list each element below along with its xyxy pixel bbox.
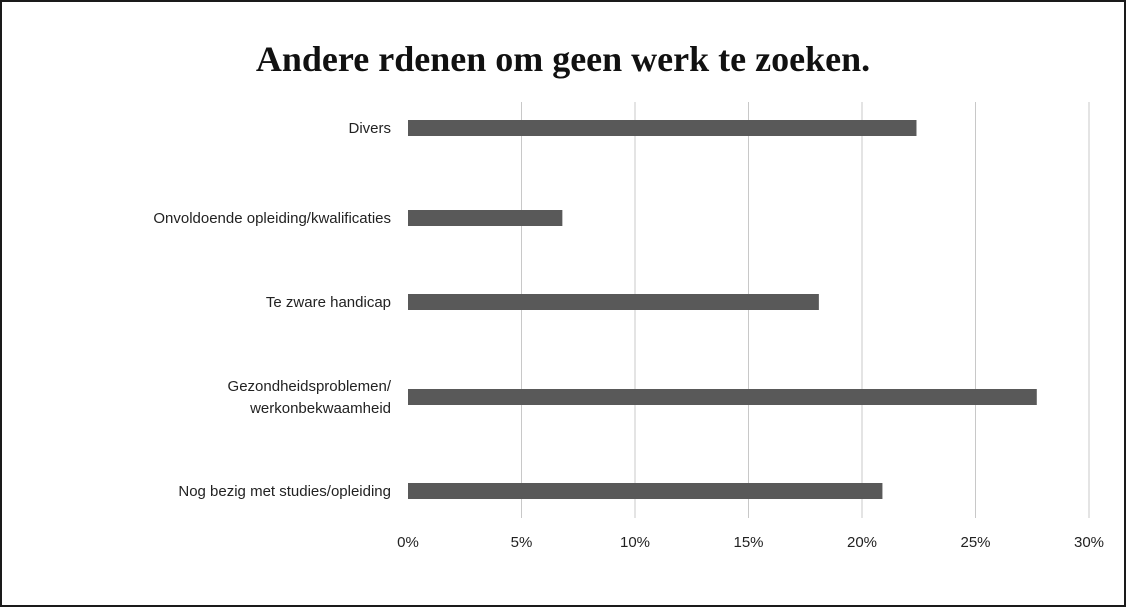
category-label: Divers: [348, 120, 391, 137]
x-tick-label: 5%: [511, 534, 533, 551]
x-tick-label: 0%: [397, 534, 419, 551]
category-label: Te zware handicap: [266, 294, 391, 311]
category-labels: Divers Onvoldoende opleiding/kwalificatie…: [153, 120, 391, 500]
x-tick-label: 10%: [620, 534, 650, 551]
bars: [408, 120, 1037, 499]
bar: [408, 483, 883, 499]
x-tick-labels: 0% 5% 10% 15% 20% 25% 30%: [397, 534, 1104, 551]
category-label: werkonbekwaamheid: [249, 400, 391, 417]
chart-title: Andere rdenen om geen werk te zoeken.: [255, 39, 871, 79]
bar: [408, 210, 563, 226]
bar: [408, 120, 917, 136]
bar: [408, 389, 1037, 405]
bar: [408, 294, 819, 310]
category-label: Onvoldoende opleiding/kwalificaties: [153, 210, 391, 227]
x-tick-label: 25%: [960, 534, 990, 551]
x-tick-label: 30%: [1074, 534, 1104, 551]
category-label: Gezondheidsproblemen/: [228, 378, 392, 395]
x-tick-label: 15%: [733, 534, 763, 551]
x-tick-label: 20%: [847, 534, 877, 551]
category-label: Nog bezig met studies/opleiding: [178, 483, 391, 500]
